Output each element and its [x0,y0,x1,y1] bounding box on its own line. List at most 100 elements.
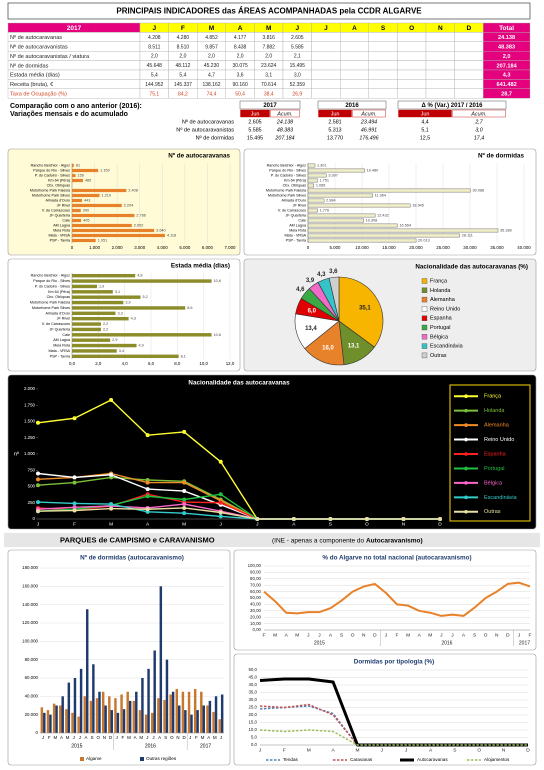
table-value: 4.852 [205,35,218,41]
bar [72,193,100,198]
y-tick-label: 1.750 [24,402,36,407]
y-tick-label: 90,00 [250,570,262,575]
y-tick-label: 250 [28,500,36,505]
comparison-value: 4,4 [421,119,428,125]
x-tick-label: N [495,632,499,638]
section-band [4,533,540,547]
bar [72,168,99,173]
legend-marker [464,423,468,427]
bar [202,705,205,733]
x-tick-label: 25.000 [436,245,450,250]
legend-label: Escandinávia [430,344,464,350]
table-value: 3.816 [262,35,275,41]
legend-box [449,384,531,522]
table-value: 15.495 [290,63,306,69]
table-cell [425,32,455,43]
x-tick-label: F [121,735,124,740]
table-value: 4.280 [177,35,190,41]
comparison-header: 2016 [345,103,359,109]
legend-label: Reino Unido [430,306,460,312]
y-tick-label: Km 64 (Pêra) [48,290,70,294]
table-value: 8.438 [234,44,247,50]
bar [151,712,154,733]
y-tick-label: 20.000 [25,712,39,717]
x-tick-label: M [213,735,217,740]
y-tick-label: Motorhome Park Silves [268,193,306,197]
bar [187,691,191,733]
y-tick-label: 70,00 [250,582,262,587]
bar [178,705,181,733]
pie-slice [338,276,384,348]
y-tick-label: 40,00 [250,602,262,607]
x-tick-label: 20.000 [409,245,423,250]
table-cell [340,88,370,99]
comparison-value: 5.585 [248,127,261,133]
y-tick-label: JF Quarteira [50,213,71,217]
value-label: 4,6 [296,287,305,293]
value-label: 16,0 [322,345,334,351]
table-cell [397,69,427,80]
bar [83,696,86,733]
comparison-subheader-box [398,109,452,118]
y-tick-label: AM Lagoa [53,223,71,227]
bar [72,203,122,208]
y-tick-label: 50,0 [248,667,257,672]
comparison-subheader-box [318,109,352,118]
series-marker [109,398,114,403]
legend-swatch [140,757,144,761]
x-tick-label: J [385,632,388,638]
bar [98,691,101,733]
table-month: S [381,25,386,32]
table-total-header: Total [499,25,514,32]
table-value: 2.605 [291,35,304,41]
x-tick-label: 2,0 [95,361,102,366]
y-tick-label: Cbx. Oblíquas [283,183,307,187]
bar [72,218,82,223]
comparison-subheader: Acum. [360,111,377,117]
table-cell [311,88,341,99]
x-group-label: 2016 [145,743,156,749]
table-value: 2,0 [237,54,244,60]
y-tick-label: 0,0 [251,742,258,747]
bar [86,609,89,733]
legend-label: Bélgica [484,480,503,486]
y-tick-label: 35,0 [248,690,257,695]
section-note-bold: Autocaravanismo) [366,537,423,544]
bar [89,700,93,733]
y-tick-label: 10,00 [250,621,262,626]
value-label: 20.013 [418,239,430,243]
x-tick-label: S [164,735,167,740]
bar [171,691,175,733]
y-tick-label: 40,0 [248,682,257,687]
table-value: 30.075 [232,63,248,69]
legend-label: Bélgica [430,334,449,340]
x-tick-label: 6,0 [148,361,155,366]
table-value: 8.510 [177,44,190,50]
bar [49,714,52,733]
bar [71,712,74,733]
bar [72,279,212,283]
legend-swatch [421,306,428,312]
table-month: M [266,25,271,32]
x-tick-label: 7.000 [225,245,237,250]
comparison-row-label: Nº de dormidas [196,134,235,141]
value-label: 2,2 [103,322,108,326]
bar [72,311,116,316]
comparison-row-label: Nº de autocaravanas [182,118,234,125]
table-value: 144.952 [145,82,163,88]
legend-label: Portugal [484,466,505,472]
table-month: A [238,25,243,32]
x-group-label: 2015 [314,640,325,646]
chart-title: Dormidas por tipologia (%) [354,659,434,666]
bar [307,238,417,243]
y-tick-label: 100.000 [22,638,38,643]
bar [307,168,365,173]
table-value: 2,0 [208,54,215,60]
y-tick-label: 0 [33,516,36,521]
value-label: 4,3 [317,272,326,278]
legend-label: Alemanha [430,297,456,303]
section-note-text: (INE - apenas a componente do [272,537,366,544]
y-tick-label: V. de Carrascoes [42,208,70,212]
x-tick-label: J [146,735,148,740]
x-tick-label: N [402,521,406,527]
